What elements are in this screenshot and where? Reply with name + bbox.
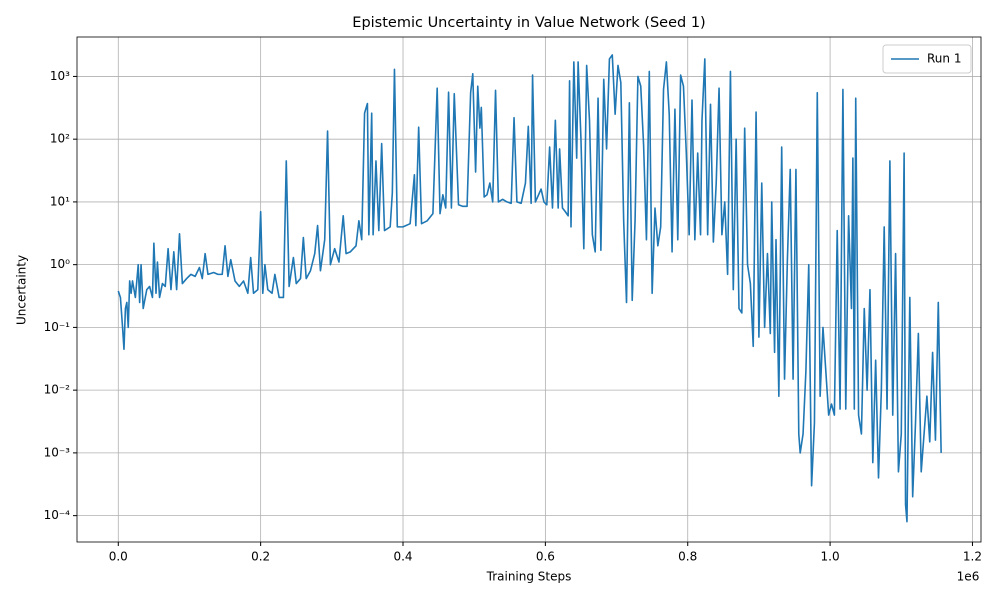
plot-frame [76,36,982,543]
y-tick-label: 10⁻³ [44,445,71,459]
y-tick-label: 10² [50,132,70,146]
y-tick-label: 10⁻² [44,383,71,397]
chart-title: Epistemic Uncertainty in Value Network (… [352,15,705,31]
x-offset-label: 1e6 [957,570,980,584]
x-tick-label: 1.2 [963,550,982,564]
y-tick-label: 10³ [50,69,70,83]
x-tick-label: 0.4 [393,550,412,564]
data-line [117,54,942,523]
x-axis-label: Training Steps [486,570,572,584]
x-tick-label: 0.8 [678,550,697,564]
x-tick-label: 0.0 [109,550,128,564]
y-tick-label: 10⁻⁴ [44,508,71,522]
y-tick-label: 10⁻¹ [44,320,71,334]
x-tick-label: 0.6 [536,550,555,564]
x-tick-label: 0.2 [251,550,270,564]
legend-label: Run 1 [927,52,961,66]
y-tick-label: 10¹ [50,194,70,208]
x-tick-label: 1.0 [821,550,840,564]
legend-box [882,44,972,74]
y-tick-label: 10⁰ [50,257,70,271]
y-axis-label: Uncertainty [15,255,29,325]
